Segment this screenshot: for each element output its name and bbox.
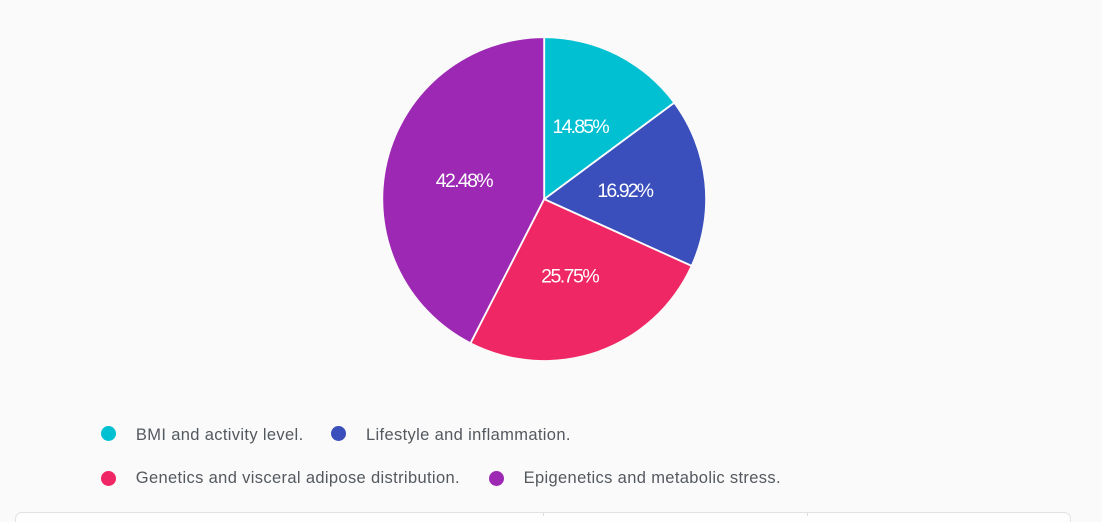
svg-text:16.92%: 16.92% [597, 180, 654, 202]
svg-text:42.48%: 42.48% [436, 170, 494, 192]
svg-text:25.75%: 25.75% [541, 265, 600, 287]
svg-text:14.85%: 14.85% [553, 116, 610, 138]
